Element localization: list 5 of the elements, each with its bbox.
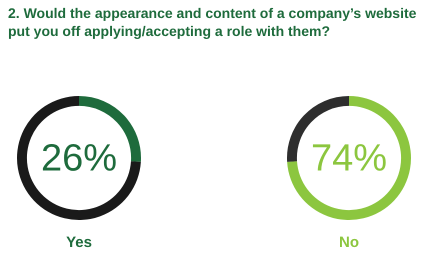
- text: 74%: [310, 137, 388, 180]
- text: No: [338, 234, 360, 251]
- text: Yes: [65, 234, 93, 251]
- text: 2. Would the appearance and content of a company’s website put you off applying/accepting a role with them?: [8, 4, 418, 40]
- text: 26%: [40, 137, 118, 180]
